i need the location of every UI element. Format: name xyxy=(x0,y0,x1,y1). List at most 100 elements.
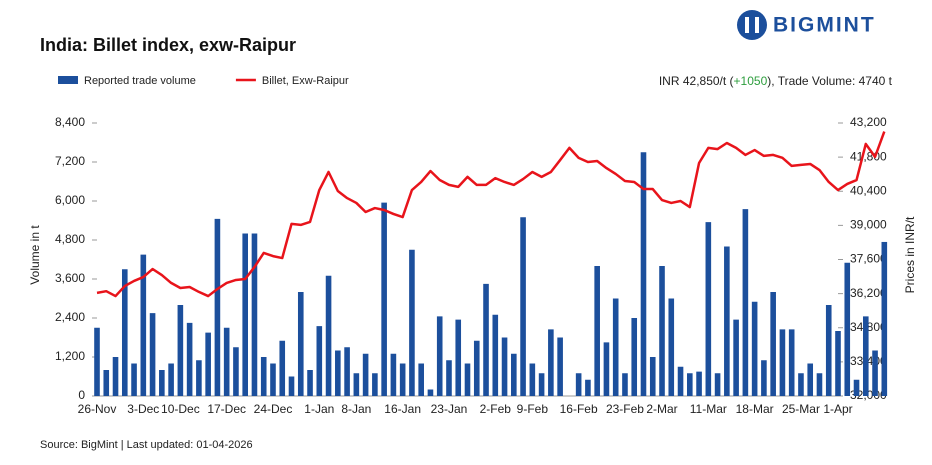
bar xyxy=(862,316,869,396)
bar xyxy=(140,254,147,396)
bar xyxy=(825,305,832,396)
bar xyxy=(501,337,508,396)
x-tick-label: 9-Feb xyxy=(517,402,549,416)
bar xyxy=(260,357,267,396)
bar xyxy=(186,322,193,396)
y-tick-label: 8,400 xyxy=(55,115,85,129)
bar xyxy=(724,246,730,396)
bar xyxy=(288,376,295,396)
bar xyxy=(761,360,767,396)
bar xyxy=(418,363,424,396)
y-tick-label: 0 xyxy=(78,388,85,402)
y2-tick-label: 43,200 xyxy=(850,115,887,129)
bar xyxy=(751,301,758,396)
bar xyxy=(103,370,110,396)
y-tick-label: 7,200 xyxy=(55,154,85,168)
bar xyxy=(94,327,100,396)
bar xyxy=(798,373,804,396)
bar xyxy=(881,241,888,396)
bar xyxy=(196,360,202,396)
legend-label: Billet, Exw-Raipur xyxy=(262,75,349,87)
x-tick-label: 2-Mar xyxy=(646,402,677,416)
bar xyxy=(131,363,137,396)
bar xyxy=(455,319,462,396)
bar xyxy=(214,218,221,396)
bar xyxy=(733,319,739,396)
legend-label: Reported trade volume xyxy=(84,75,196,87)
bar xyxy=(223,327,230,396)
bar xyxy=(427,389,434,396)
x-tick-label: 26-Nov xyxy=(78,402,117,416)
bar xyxy=(251,233,258,396)
y2-tick-label: 37,600 xyxy=(850,252,887,266)
x-tick-label: 25-Mar xyxy=(782,402,820,416)
bar xyxy=(622,373,628,396)
bar xyxy=(297,292,304,396)
bar xyxy=(372,373,378,396)
bar xyxy=(242,233,248,396)
bar xyxy=(399,363,406,396)
bar xyxy=(649,357,656,396)
y-tick-label: 4,800 xyxy=(55,232,85,246)
logo-icon-bar xyxy=(745,17,749,33)
bar xyxy=(548,329,554,396)
y-tick-label: 6,000 xyxy=(55,193,85,207)
bar xyxy=(409,249,415,396)
bar xyxy=(770,292,776,396)
logo-text: BIGMINT xyxy=(773,14,876,37)
logo: BIGMINT xyxy=(737,10,876,40)
info: INR 42,850/t (+1050), Trade Volume: 4740… xyxy=(659,74,893,88)
info-suffix: ), Trade Volume: 4740 t xyxy=(767,74,892,88)
bar xyxy=(677,366,684,396)
bar xyxy=(446,360,452,396)
bar xyxy=(631,318,638,396)
logo-icon-bar xyxy=(755,17,759,33)
bar xyxy=(177,305,184,396)
bar xyxy=(603,342,610,396)
legend-swatch xyxy=(58,76,78,84)
x-tick-label: 16-Jan xyxy=(384,402,421,416)
bar xyxy=(168,363,174,396)
y2-axis-title: Prices in INR/t xyxy=(903,216,917,293)
bar xyxy=(436,316,443,396)
x-tick-label: 1-Apr xyxy=(823,402,852,416)
bar xyxy=(353,373,360,396)
bar xyxy=(233,347,239,396)
info-prefix: INR 42,850/t ( xyxy=(659,74,734,88)
bar xyxy=(844,262,851,396)
bar xyxy=(714,373,721,396)
x-tick-label: 10-Dec xyxy=(161,402,200,416)
bar xyxy=(872,350,878,396)
bar xyxy=(779,329,786,396)
bar xyxy=(362,353,369,396)
bar xyxy=(159,370,165,396)
bar xyxy=(520,217,526,396)
chart-title: India: Billet index, exw-Raipur xyxy=(40,35,296,55)
bar xyxy=(594,266,600,396)
y2-tick-label: 36,200 xyxy=(850,286,887,300)
x-tick-label: 23-Jan xyxy=(431,402,468,416)
bar xyxy=(335,350,341,396)
bar xyxy=(149,313,156,396)
y-tick-label: 2,400 xyxy=(55,310,85,324)
y-tick-label: 1,200 xyxy=(55,349,85,363)
bar xyxy=(853,379,860,396)
y2-tick-label: 41,800 xyxy=(850,149,887,163)
bar xyxy=(307,370,313,396)
x-tick-label: 3-Dec xyxy=(127,402,159,416)
bar xyxy=(835,331,841,396)
x-tick-label: 8-Jan xyxy=(341,402,371,416)
bar xyxy=(659,266,665,396)
bar xyxy=(687,373,693,396)
y-tick-label: 3,600 xyxy=(55,271,85,285)
bar xyxy=(557,337,563,396)
bar xyxy=(316,326,323,396)
bar xyxy=(640,152,647,396)
bar xyxy=(473,340,480,396)
bar xyxy=(807,363,814,396)
bar xyxy=(529,363,536,396)
bar xyxy=(121,269,128,396)
bar xyxy=(612,298,619,396)
bar xyxy=(205,332,211,396)
